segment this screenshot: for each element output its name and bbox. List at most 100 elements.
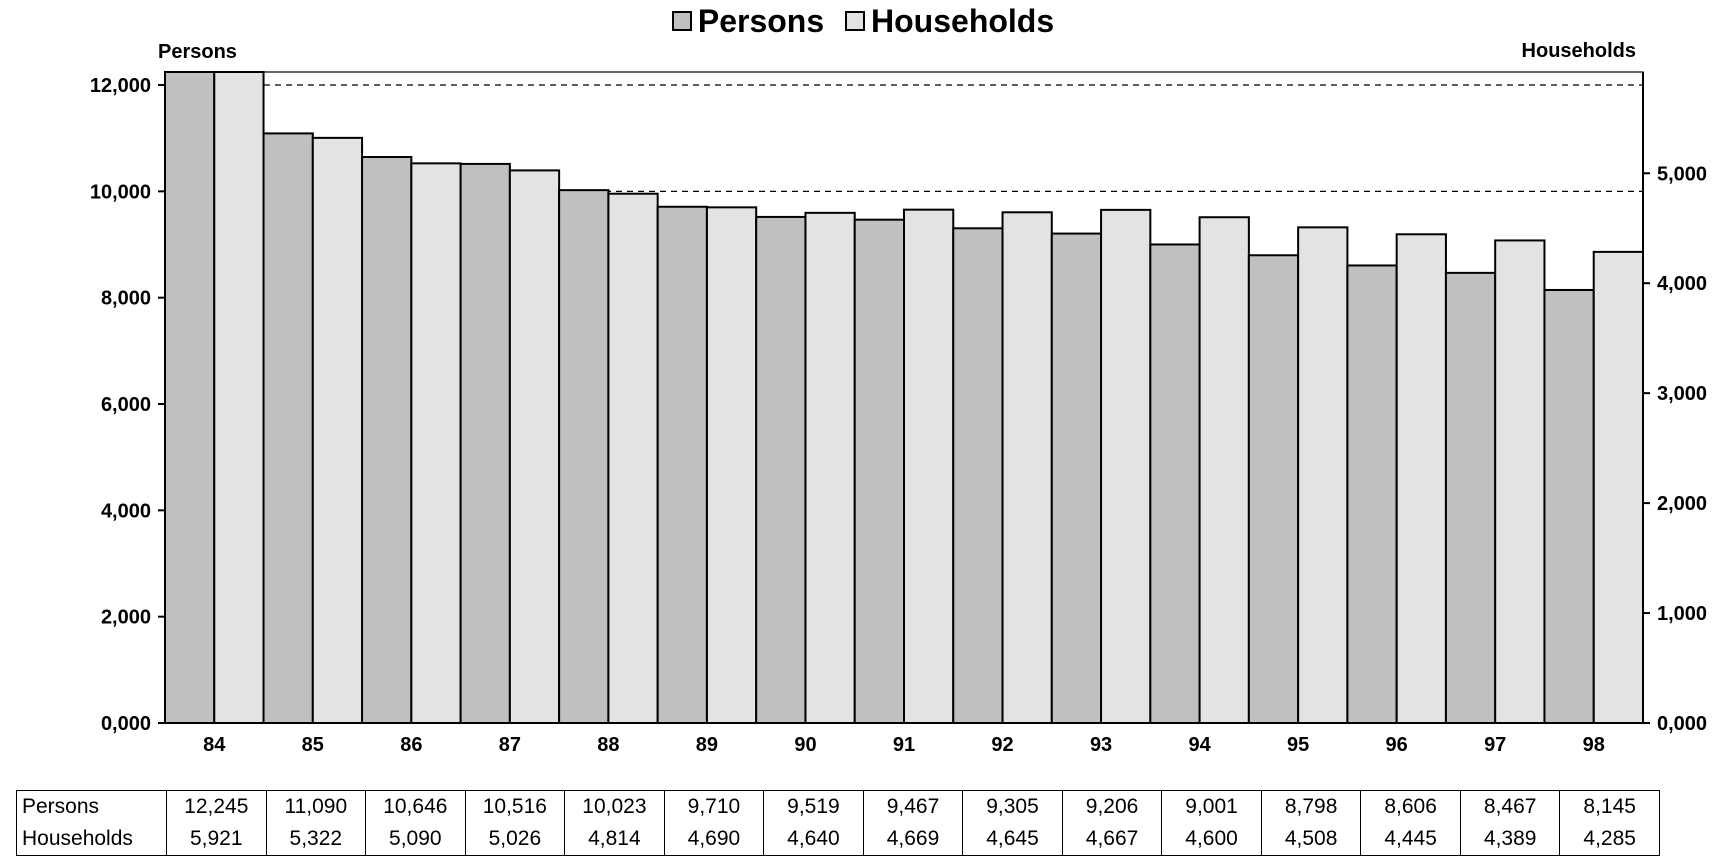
- y-left-tick-label: 8,000: [101, 288, 151, 310]
- bar-persons: [1247, 254, 1300, 724]
- table-cell: 4,667: [1061, 823, 1163, 856]
- table-cell: 4,389: [1459, 823, 1561, 856]
- table-cell: 9,305: [962, 790, 1063, 823]
- y-right-tick-label: 1,000: [1657, 603, 1707, 625]
- legend-item-persons: Persons: [671, 3, 825, 39]
- bar-households: [1001, 211, 1053, 725]
- table-cell: 5,090: [365, 823, 466, 856]
- x-tick-label: 92: [991, 734, 1013, 756]
- bar-persons: [952, 227, 1004, 724]
- y-right-tick-label: 0,000: [1657, 713, 1707, 735]
- bar-persons: [1543, 288, 1595, 724]
- bar-persons: [1050, 232, 1103, 725]
- x-tick-label: 88: [597, 734, 619, 756]
- bar-persons: [1346, 264, 1398, 724]
- table-cell: 5,322: [265, 823, 367, 856]
- y-left-tick-label: 2,000: [101, 607, 151, 629]
- x-tick-label: 98: [1583, 734, 1605, 756]
- x-tick-label: 87: [499, 734, 521, 756]
- legend-label-persons: Persons: [697, 3, 825, 39]
- y-left-tick-label: 10,000: [90, 181, 151, 203]
- bar-persons: [656, 205, 708, 724]
- legend-swatch-persons: [671, 11, 692, 31]
- bar-households: [410, 162, 462, 724]
- bar-households: [311, 136, 364, 724]
- y-left-tick-label: 12,000: [90, 75, 151, 97]
- x-tick-label: 94: [1188, 734, 1211, 756]
- bar-households: [607, 192, 659, 724]
- chart-legend: Persons Households: [0, 2, 1726, 39]
- data-table: Persons 12,245 11,090 10,646 10,516 10,023 9,7…: [16, 790, 1660, 856]
- table-cell: 11,090: [265, 790, 367, 823]
- table-cell: 8,606: [1360, 790, 1461, 823]
- x-tick-label: 95: [1287, 734, 1309, 756]
- bar-households: [1395, 233, 1447, 725]
- x-tick-label: 86: [400, 734, 422, 756]
- table-cell: 9,001: [1161, 790, 1262, 823]
- bar-persons: [853, 218, 906, 724]
- table-cell: 10,646: [365, 790, 466, 823]
- x-tick-label: 89: [696, 734, 718, 756]
- y-right-axis-title: Households: [1522, 40, 1636, 62]
- table-cell: 9,519: [763, 790, 864, 823]
- x-tick-label: 97: [1484, 734, 1506, 756]
- table-cell: 9,710: [663, 790, 765, 823]
- bar-households: [804, 211, 856, 724]
- x-tick-label: 84: [203, 734, 226, 756]
- y-left-tick-label: 0,000: [101, 713, 151, 735]
- y-left-tick-label: 6,000: [101, 394, 151, 416]
- bar-households: [213, 71, 265, 724]
- bar-persons: [262, 132, 314, 724]
- y-right-tick-label: 3,000: [1657, 383, 1707, 405]
- table-cell: 5,921: [166, 823, 267, 856]
- legend-swatch-households: [845, 11, 866, 31]
- table-row: Households 5,921 5,322 5,090 5,026 4,814 4,690…: [16, 823, 1660, 856]
- table-cell: 9,467: [862, 790, 964, 823]
- bar-households: [903, 208, 955, 724]
- table-cell: 4,600: [1161, 823, 1262, 856]
- table-cell: 10,516: [464, 790, 566, 823]
- table-cell: 8,145: [1559, 790, 1660, 823]
- x-tick-label: 85: [302, 734, 324, 756]
- bar-persons: [1444, 271, 1497, 724]
- table-cell: 12,245: [166, 790, 267, 823]
- bar-persons: [1149, 243, 1201, 724]
- x-tick-label: 93: [1090, 734, 1112, 756]
- table-cell: 4,285: [1559, 823, 1660, 856]
- bar-households: [1100, 208, 1152, 725]
- table-row: Persons 12,245 11,090 10,646 10,516 10,023 9,7…: [16, 790, 1660, 823]
- table-cell: 4,508: [1260, 823, 1362, 856]
- table-row-label: Households: [16, 823, 167, 856]
- bar-persons: [164, 71, 216, 724]
- x-tick-label: 90: [794, 734, 816, 756]
- bar-households: [1494, 239, 1546, 724]
- table-cell: 4,690: [663, 823, 765, 856]
- y-right-tick-label: 5,000: [1657, 163, 1707, 185]
- y-left-tick-label: 4,000: [101, 500, 151, 522]
- bar-persons: [459, 162, 511, 725]
- table-cell: 4,645: [962, 823, 1063, 856]
- bar-households: [1198, 216, 1250, 724]
- y-left-axis-title: Persons: [158, 41, 237, 63]
- table-row-label: Persons: [16, 790, 167, 823]
- bar-households: [1592, 250, 1644, 724]
- legend-label-households: Households: [871, 3, 1055, 39]
- bar-persons: [558, 189, 610, 724]
- table-cell: 10,023: [564, 790, 665, 823]
- table-cell: 8,798: [1260, 790, 1362, 823]
- table-cell: 5,026: [464, 823, 566, 856]
- bar-households: [705, 206, 758, 725]
- table-cell: 8,467: [1459, 790, 1561, 823]
- bar-households: [1297, 226, 1349, 724]
- y-right-tick-label: 2,000: [1657, 493, 1707, 515]
- table-cell: 9,206: [1061, 790, 1163, 823]
- table-cell: 4,814: [564, 823, 665, 856]
- bar-persons: [755, 215, 807, 724]
- y-right-tick-label: 4,000: [1657, 273, 1707, 295]
- x-tick-label: 91: [893, 734, 915, 756]
- table-cell: 4,669: [862, 823, 964, 856]
- table-cell: 4,640: [763, 823, 864, 856]
- x-tick-label: 96: [1386, 734, 1408, 756]
- bar-persons: [361, 156, 413, 724]
